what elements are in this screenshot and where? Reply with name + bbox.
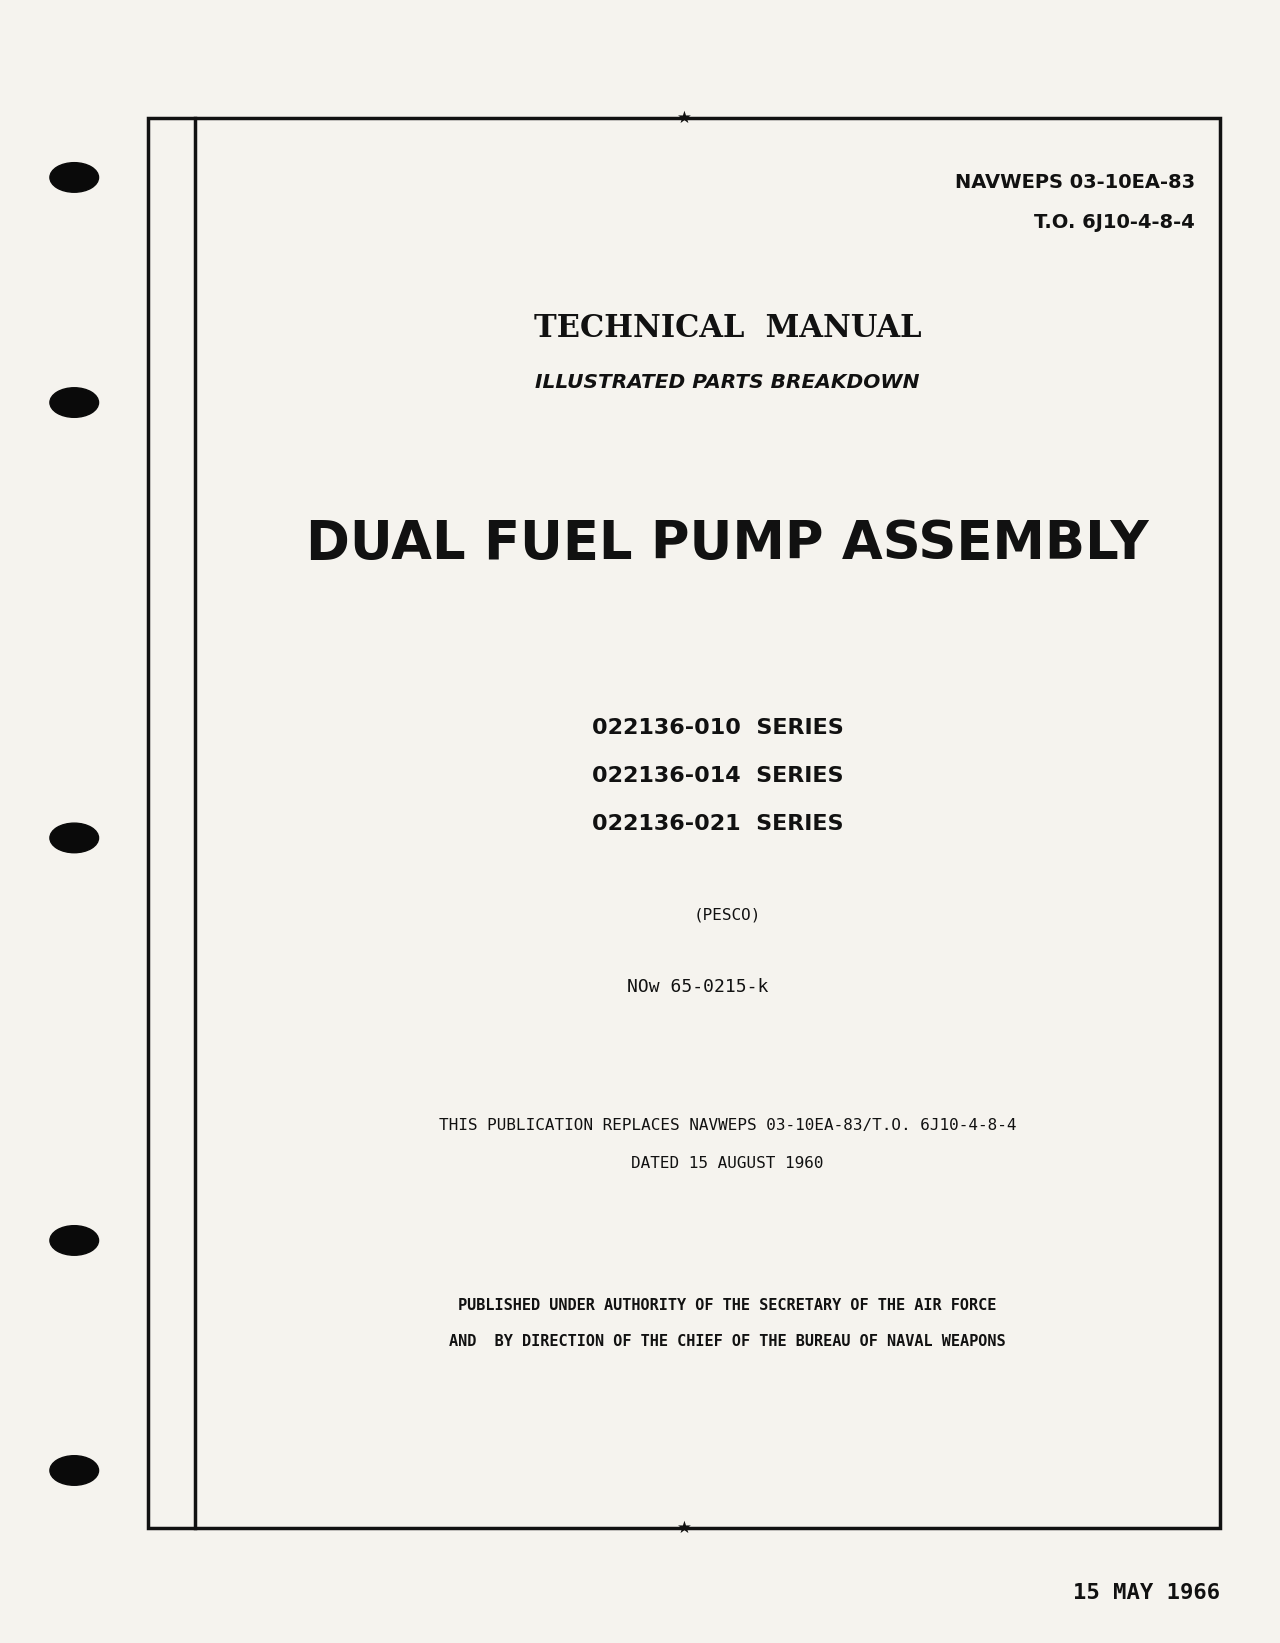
Bar [148,118,1220,1528]
Text: 022136-021  SERIES: 022136-021 SERIES [591,813,844,835]
Ellipse shape [50,1456,99,1485]
Text: ★: ★ [677,1520,691,1536]
Text: ★: ★ [677,108,691,127]
Ellipse shape [50,388,99,417]
Ellipse shape [50,163,99,192]
Text: DATED 15 AUGUST 1960: DATED 15 AUGUST 1960 [631,1157,824,1171]
Text: 15 MAY 1966: 15 MAY 1966 [1073,1582,1220,1604]
Text: T.O. 6J10-4-8-4: T.O. 6J10-4-8-4 [1034,214,1196,232]
Ellipse shape [50,823,99,853]
Text: NOw 65-0215-k: NOw 65-0215-k [627,978,768,996]
Text: DUAL FUEL PUMP ASSEMBLY: DUAL FUEL PUMP ASSEMBLY [306,518,1149,570]
Ellipse shape [50,1226,99,1255]
Text: THIS PUBLICATION REPLACES NAVWEPS 03-10EA-83/T.O. 6J10-4-8-4: THIS PUBLICATION REPLACES NAVWEPS 03-10E… [439,1117,1016,1134]
Text: (PESCO): (PESCO) [694,909,762,923]
Text: 022136-010  SERIES: 022136-010 SERIES [591,718,844,738]
Text: PUBLISHED UNDER AUTHORITY OF THE SECRETARY OF THE AIR FORCE: PUBLISHED UNDER AUTHORITY OF THE SECRETA… [458,1298,997,1313]
Text: ILLUSTRATED PARTS BREAKDOWN: ILLUSTRATED PARTS BREAKDOWN [535,373,920,393]
Text: NAVWEPS 03-10EA-83: NAVWEPS 03-10EA-83 [955,173,1196,192]
Text: TECHNICAL  MANUAL: TECHNICAL MANUAL [534,314,922,343]
Text: 022136-014  SERIES: 022136-014 SERIES [591,766,844,785]
Text: AND  BY DIRECTION OF THE CHIEF OF THE BUREAU OF NAVAL WEAPONS: AND BY DIRECTION OF THE CHIEF OF THE BUR… [449,1334,1006,1349]
